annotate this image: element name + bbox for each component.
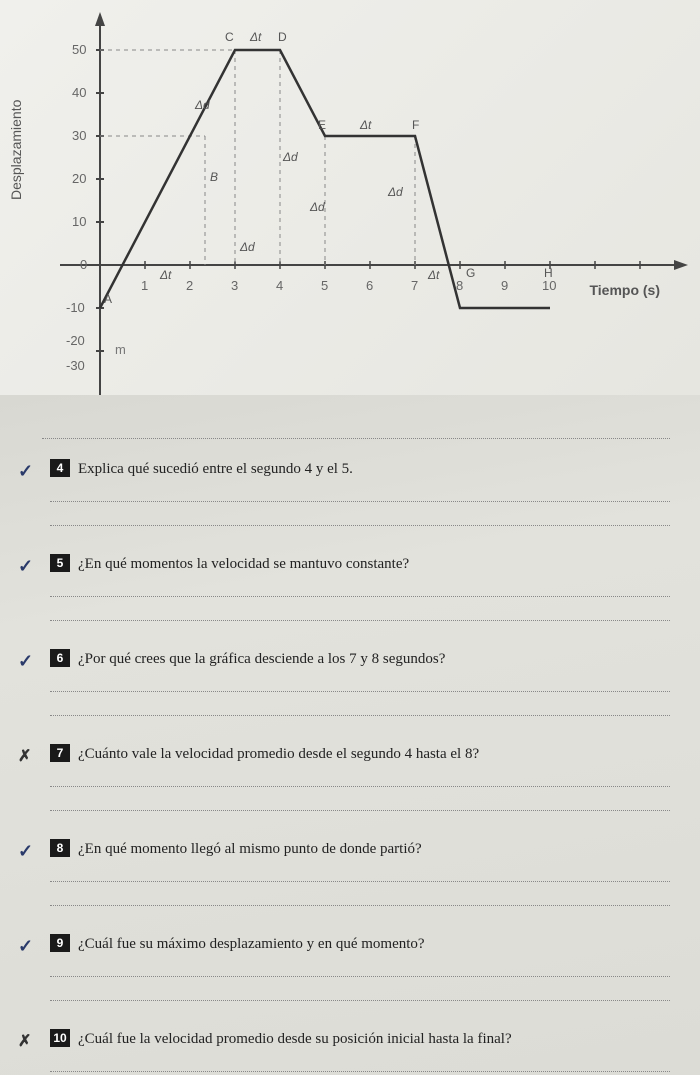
displacement-chart [0,0,700,395]
point-A: A [104,292,112,306]
cross-mark-icon: ✗ [18,1031,31,1051]
xtick-5: 5 [321,278,328,293]
point-D: D [278,30,287,44]
ytick-0: 0 [80,257,87,272]
answer-line [50,506,670,526]
ytick-n20: -20 [66,333,85,348]
question-10: ✗10¿Cuál fue la velocidad promedio desde… [50,1029,670,1072]
point-G: G [466,266,475,280]
y-axis-label: Desplazamiento [8,100,24,200]
check-mark-icon: ✓ [18,651,33,672]
xtick-10: 10 [542,278,556,293]
xtick-1: 1 [141,278,148,293]
question-number: 10 [50,1029,70,1047]
delta-d-3: Δd [283,150,298,164]
ytick-n10: -10 [66,300,85,315]
answer-line [50,482,670,502]
question-text: ¿Cuál fue la velocidad promedio desde su… [78,1031,512,1047]
question-text: ¿En qué momentos la velocidad se mantuvo… [78,556,409,572]
cross-mark-icon: ✗ [18,746,31,766]
delta-t-1: Δt [250,30,261,44]
answer-line [50,981,670,1001]
unit-label: m [115,342,126,357]
delta-t-2: Δt [160,268,171,282]
delta-d-2: Δd [240,240,255,254]
ytick-10: 10 [72,214,86,229]
ytick-50: 50 [72,42,86,57]
delta-t-3: Δt [360,118,371,132]
question-5: ✓5¿En qué momentos la velocidad se mantu… [50,554,670,621]
ytick-20: 20 [72,171,86,186]
question-number: 6 [50,649,70,667]
answer-line [50,577,670,597]
answer-line [50,672,670,692]
point-F: F [412,118,419,132]
question-6: ✓6¿Por qué crees que la gráfica desciend… [50,649,670,716]
ytick-n30: -30 [66,358,85,373]
chart-region: Desplazamiento Tiempo (s) m 50 40 30 20 … [0,0,700,395]
ytick-30: 30 [72,128,86,143]
question-number: 8 [50,839,70,857]
answer-lines [50,862,670,906]
check-mark-icon: ✓ [18,461,33,482]
question-text: Explica qué sucedió entre el segundo 4 y… [78,461,353,477]
blank-line [42,425,670,439]
answer-lines [50,577,670,621]
question-9: ✓9¿Cuál fue su máximo desplazamiento y e… [50,934,670,1001]
delta-d-5: Δd [388,185,403,199]
answer-line [50,1052,670,1072]
delta-d-4: Δd [310,200,325,214]
answer-line [50,696,670,716]
answer-lines [50,482,670,526]
xtick-2: 2 [186,278,193,293]
answer-line [50,767,670,787]
xtick-8: 8 [456,278,463,293]
delta-d-B: B [210,170,218,184]
answer-lines [50,1052,670,1072]
x-axis-label: Tiempo (s) [589,282,660,298]
question-7: ✗7¿Cuánto vale la velocidad promedio des… [50,744,670,811]
answer-lines [50,672,670,716]
point-E: E [318,118,326,132]
delta-d-1: Δd [195,98,210,112]
point-H: H [544,266,553,280]
question-number: 4 [50,459,70,477]
xtick-9: 9 [501,278,508,293]
answer-line [50,886,670,906]
question-text: ¿En qué momento llegó al mismo punto de … [78,841,422,857]
point-C: C [225,30,234,44]
question-number: 5 [50,554,70,572]
xtick-3: 3 [231,278,238,293]
check-mark-icon: ✓ [18,556,33,577]
question-text: ¿Por qué crees que la gráfica desciende … [78,651,445,667]
question-4: ✓4Explica qué sucedió entre el segundo 4… [50,459,670,526]
answer-lines [50,957,670,1001]
question-number: 7 [50,744,70,762]
question-text: ¿Cuánto vale la velocidad promedio desde… [78,746,479,762]
answer-line [50,601,670,621]
xtick-6: 6 [366,278,373,293]
xtick-4: 4 [276,278,283,293]
ytick-40: 40 [72,85,86,100]
answer-lines [50,767,670,811]
question-text: ¿Cuál fue su máximo desplazamiento y en … [78,936,425,952]
answer-line [50,791,670,811]
answer-line [50,862,670,882]
question-number: 9 [50,934,70,952]
xtick-7: 7 [411,278,418,293]
check-mark-icon: ✓ [18,841,33,862]
delta-t-4: Δt [428,268,439,282]
check-mark-icon: ✓ [18,936,33,957]
answer-line [50,957,670,977]
question-8: ✓8¿En qué momento llegó al mismo punto d… [50,839,670,906]
questions-region: ✓ 4 Explica qué sucedió entre el segundo 4… [0,395,700,1075]
